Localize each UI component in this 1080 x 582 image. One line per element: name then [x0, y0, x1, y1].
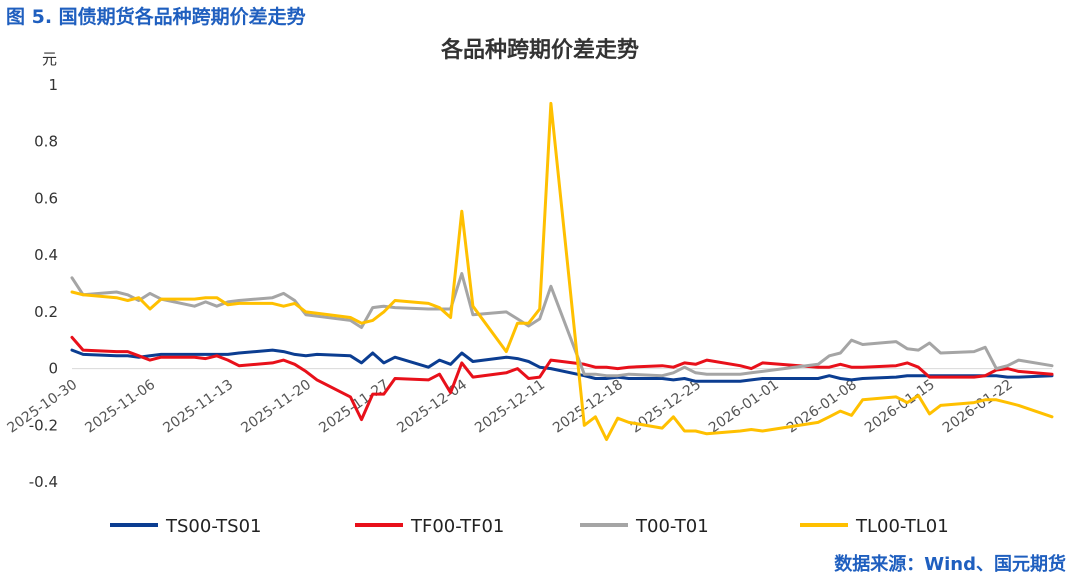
- figure-caption: 图 5. 国债期货各品种跨期价差走势: [6, 6, 306, 28]
- y-axis: -0.4 -0.2 0 0.2 0.4 0.6 0.8 1: [29, 76, 58, 491]
- y-axis-label: 元: [42, 50, 57, 68]
- x-tick-label: 2026-01-22: [940, 377, 1016, 437]
- legend-label-tl: TL00-TL01: [855, 516, 949, 537]
- x-tick-label: 2026-01-01: [706, 377, 782, 437]
- y-tick-label: -0.2: [29, 416, 58, 434]
- x-tick-label: 2025-12-18: [550, 377, 626, 437]
- series-line-t: [70, 272, 1054, 378]
- series-line-ts: [70, 348, 1054, 383]
- legend-label-tf: TF00-TF01: [410, 516, 504, 537]
- legend-label-t: T00-T01: [635, 516, 709, 537]
- x-tick-label: 2025-12-11: [472, 377, 548, 437]
- y-tick-label: 0: [48, 360, 58, 378]
- legend: TS00-TS01 TF00-TF01 T00-T01 TL00-TL01: [110, 516, 949, 537]
- x-tick-label: 2025-12-04: [394, 377, 470, 437]
- y-tick-label: 0.4: [34, 246, 58, 264]
- legend-label-ts: TS00-TS01: [165, 516, 262, 537]
- series-lines: [70, 101, 1054, 441]
- y-tick-label: 0.2: [34, 303, 58, 321]
- source-note: 数据来源：Wind、国元期货: [834, 554, 1066, 575]
- x-tick-label: 2025-11-20: [238, 377, 314, 437]
- y-tick-label: 1: [48, 76, 58, 94]
- series-line-tf: [70, 335, 1054, 422]
- series-line-tl: [70, 101, 1054, 441]
- y-tick-label: 0.6: [34, 189, 58, 207]
- chart-title: 各品种跨期价差走势: [440, 37, 639, 63]
- x-tick-label: 2025-11-13: [160, 377, 236, 437]
- x-tick-label: 2025-11-06: [82, 377, 158, 437]
- y-tick-label: -0.4: [29, 473, 58, 491]
- y-tick-label: 0.8: [34, 133, 58, 151]
- x-tick-label: 2025-12-25: [628, 377, 704, 437]
- x-axis: 2025-10-30 2025-11-06 2025-11-13 2025-11-20…: [4, 377, 1015, 437]
- x-tick-label: 2026-01-08: [784, 377, 860, 437]
